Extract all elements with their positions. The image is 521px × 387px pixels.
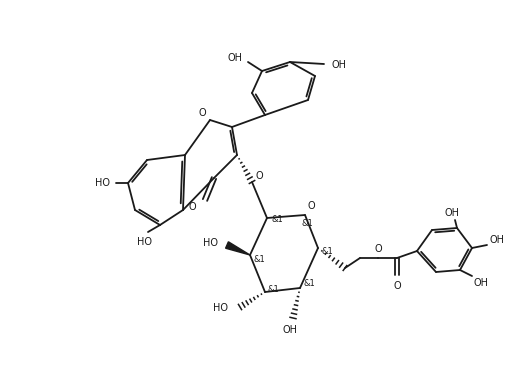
Text: HO: HO <box>138 237 153 247</box>
Text: OH: OH <box>228 53 243 63</box>
Text: O: O <box>255 171 263 181</box>
Text: &1: &1 <box>303 279 315 288</box>
Text: &1: &1 <box>302 219 314 228</box>
Text: OH: OH <box>332 60 347 70</box>
Text: OH: OH <box>444 208 460 218</box>
Text: O: O <box>393 281 401 291</box>
Text: O: O <box>374 244 382 254</box>
Text: OH: OH <box>282 325 297 335</box>
Text: HO: HO <box>213 303 228 313</box>
Text: HO: HO <box>95 178 110 188</box>
Text: OH: OH <box>490 235 505 245</box>
Text: &1: &1 <box>268 284 280 293</box>
Text: &1: &1 <box>321 247 333 255</box>
Text: &1: &1 <box>271 216 283 224</box>
Text: OH: OH <box>474 278 489 288</box>
Text: O: O <box>189 202 196 212</box>
Polygon shape <box>226 242 250 255</box>
Text: O: O <box>198 108 206 118</box>
Text: &1: &1 <box>253 255 265 264</box>
Text: HO: HO <box>203 238 218 248</box>
Text: O: O <box>307 201 315 211</box>
